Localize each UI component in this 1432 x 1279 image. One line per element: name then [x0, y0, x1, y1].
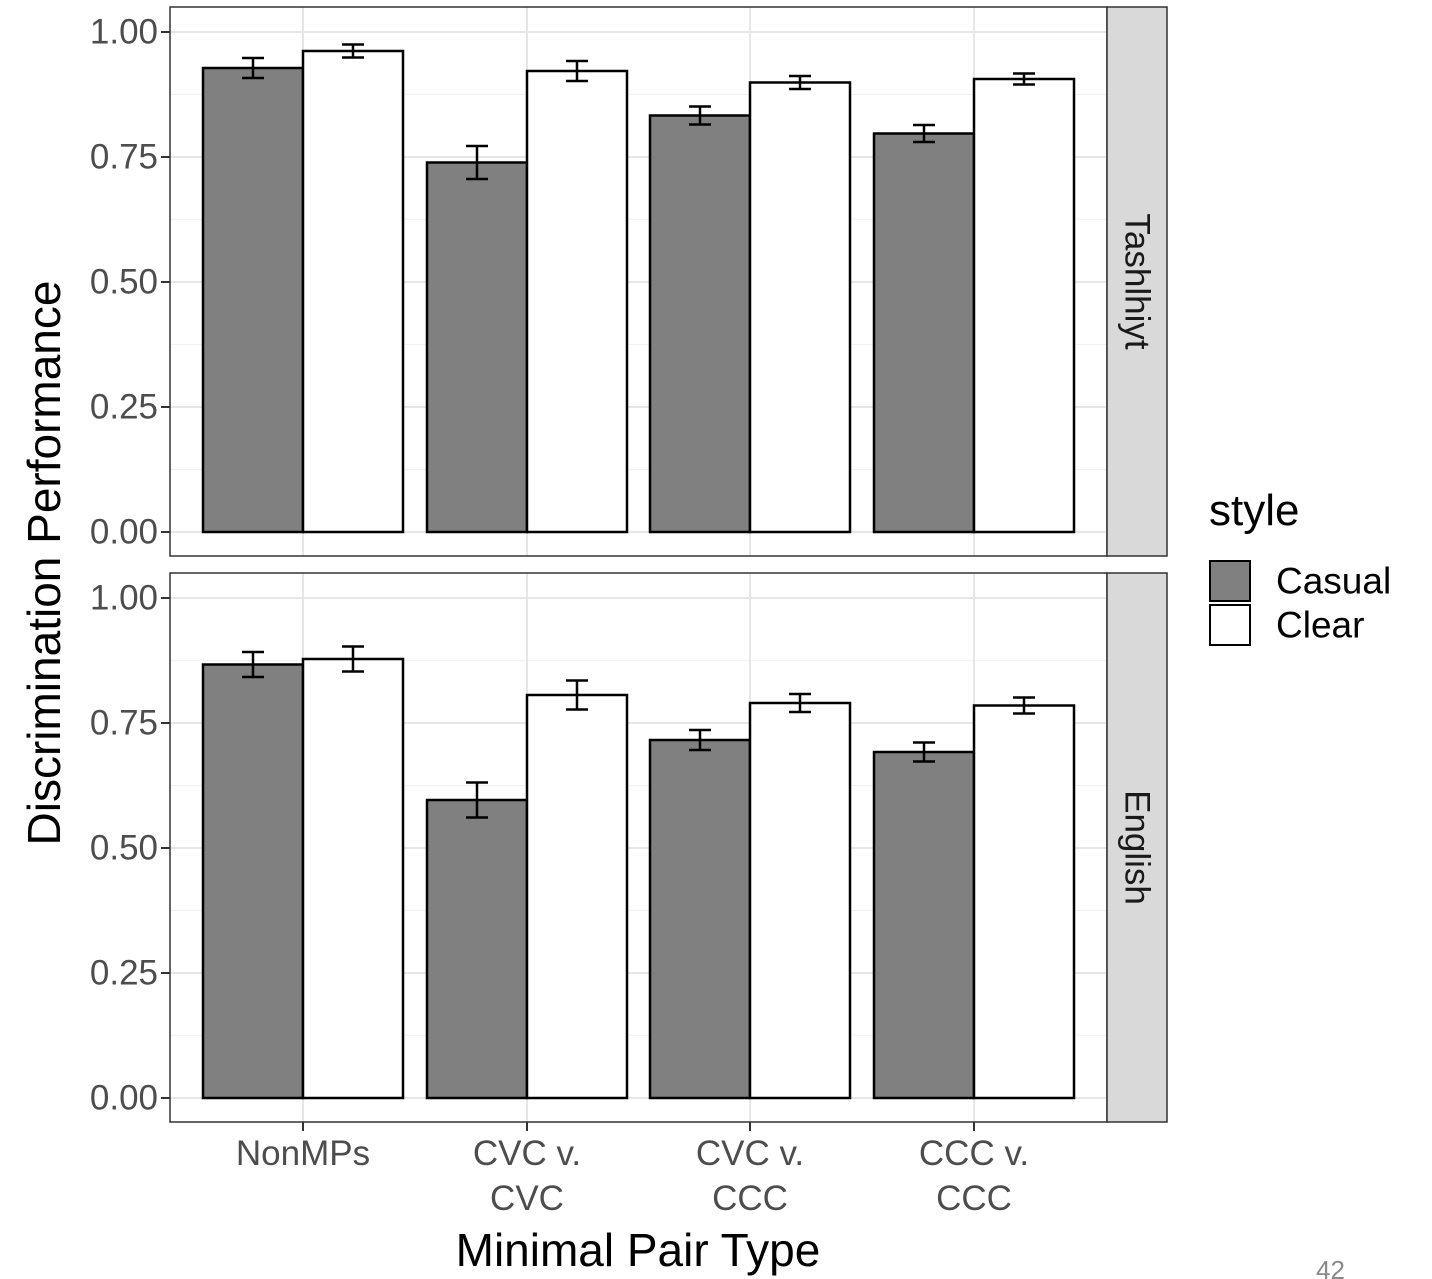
panel-tashlhiyt: Tashlhiyt 0.00 0.25 0.50 0.75 1.00: [90, 6, 1168, 557]
y-tick-label: 0.25: [90, 954, 158, 993]
y-tick-label: 1.00: [90, 579, 158, 618]
error-bar-casual: [913, 123, 935, 144]
y-tick-label: 0.75: [90, 704, 158, 743]
bar-clear: [972, 704, 1076, 1100]
y-tick-label: 0.50: [90, 263, 158, 302]
error-bar-clear: [566, 679, 588, 711]
page-number: 42: [1316, 1255, 1345, 1279]
y-tick-label: 0.00: [90, 1079, 158, 1118]
panels-layer: Tashlhiyt 0.00 0.25 0.50 0.75 1.00 English 0.00…: [90, 6, 1168, 1218]
y-tick-label: 0.25: [90, 388, 158, 427]
error-bar-casual: [689, 728, 711, 752]
x-tick-label: CCC: [712, 1179, 788, 1218]
error-bar-casual: [242, 650, 264, 679]
x-tick-label: CVC v.: [473, 1134, 581, 1173]
error-bar-casual: [913, 741, 935, 763]
x-tick-label: NonMPs: [236, 1134, 370, 1173]
bar-casual: [201, 66, 305, 534]
legend-label-clear: Clear: [1276, 605, 1364, 646]
error-bar-casual: [466, 144, 488, 181]
error-bar-clear: [342, 645, 364, 673]
error-bar-clear: [789, 692, 811, 714]
error-bar-casual: [466, 781, 488, 819]
y-tick-label: 0.75: [90, 138, 158, 177]
error-bar-clear: [1013, 696, 1035, 715]
x-tick-label: CVC: [490, 1179, 564, 1218]
error-bar-clear: [566, 59, 588, 83]
error-bar-casual: [689, 105, 711, 126]
bar-casual: [201, 663, 305, 1100]
bar-casual: [872, 132, 976, 534]
x-axis-title: Minimal Pair Type: [456, 1224, 821, 1276]
x-tick-label: CVC v.: [696, 1134, 804, 1173]
error-bar-clear: [789, 74, 811, 91]
facet-strip: [1106, 572, 1168, 1123]
bar-clear: [748, 81, 852, 534]
bar-clear: [525, 69, 629, 534]
facet-strip: [1106, 6, 1168, 557]
bar-casual: [425, 161, 529, 534]
bar-casual: [648, 114, 752, 534]
error-bar-casual: [242, 56, 264, 80]
bar-casual: [648, 738, 752, 1100]
y-tick-label: 0.00: [90, 513, 158, 552]
y-tick-label: 1.00: [90, 13, 158, 52]
legend-label-casual: Casual: [1276, 561, 1391, 602]
y-tick-label: 0.50: [90, 829, 158, 868]
error-bar-clear: [342, 43, 364, 59]
facet-strip-label: Tashlhiyt: [1118, 213, 1157, 349]
legend-key-clear: [1209, 604, 1251, 646]
facet-strip-label: English: [1118, 790, 1157, 905]
legend-title: style: [1209, 486, 1299, 535]
bar-clear: [525, 693, 629, 1100]
bar-clear: [301, 657, 405, 1100]
panel-english: English 0.00 0.25 0.50 0.75 1.00: [90, 572, 1168, 1123]
bar-casual: [872, 750, 976, 1100]
y-axis-title: Discrimination Performance: [18, 281, 70, 846]
bar-clear: [748, 701, 852, 1100]
x-tick-label: CCC: [936, 1179, 1012, 1218]
x-tick-label: CCC v.: [919, 1134, 1029, 1173]
legend-key-casual: [1209, 560, 1251, 602]
bar-clear: [972, 77, 1076, 534]
error-bar-clear: [1013, 72, 1035, 86]
bar-casual: [425, 798, 529, 1100]
bar-clear: [301, 49, 405, 534]
